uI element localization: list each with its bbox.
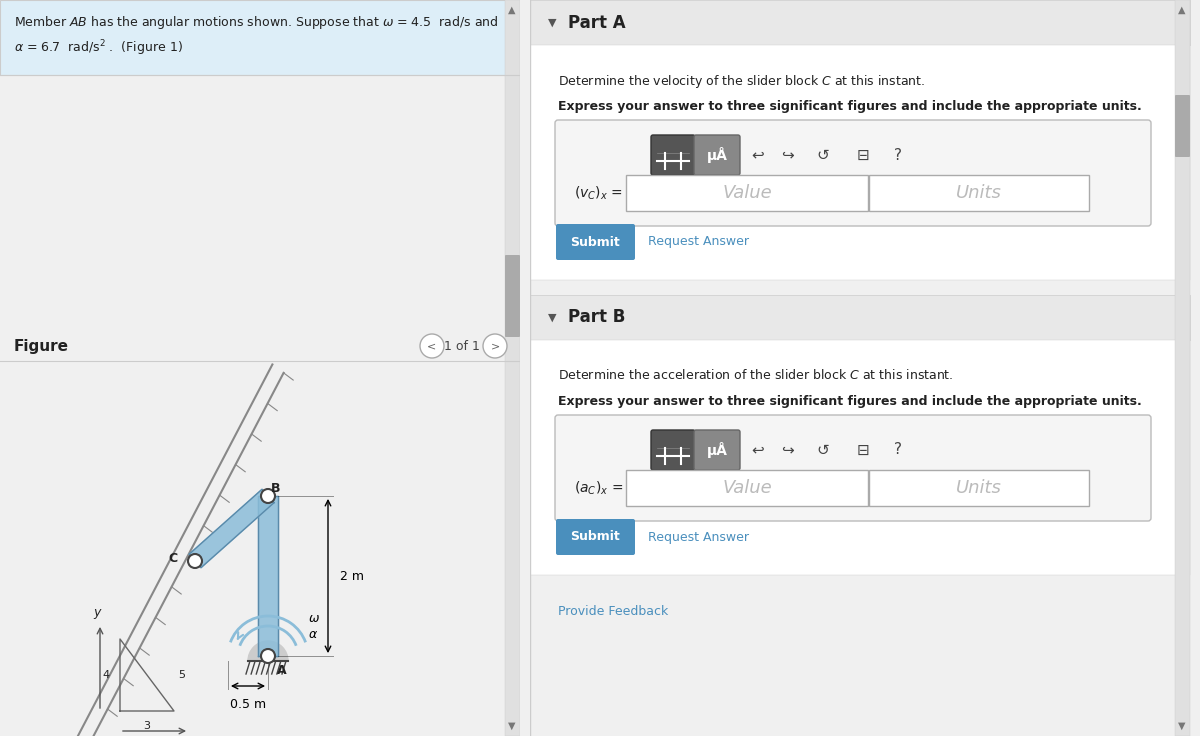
Text: B: B <box>271 481 281 495</box>
Text: 2 m: 2 m <box>340 570 364 582</box>
Text: Figure: Figure <box>14 339 70 353</box>
Text: μÅ: μÅ <box>707 442 727 458</box>
Text: Units: Units <box>956 479 1002 497</box>
Text: 3: 3 <box>144 721 150 731</box>
Text: Provide Feedback: Provide Feedback <box>558 605 668 618</box>
FancyBboxPatch shape <box>650 135 695 175</box>
Wedge shape <box>248 641 288 661</box>
Text: Request Answer: Request Answer <box>648 236 749 249</box>
Text: 1 of 1: 1 of 1 <box>444 339 480 353</box>
Text: Submit: Submit <box>570 531 620 543</box>
FancyBboxPatch shape <box>505 255 520 337</box>
Text: $y$: $y$ <box>94 607 103 621</box>
Text: Request Answer: Request Answer <box>648 531 749 543</box>
Text: ↩: ↩ <box>751 147 764 163</box>
Text: 0.5 m: 0.5 m <box>230 698 266 711</box>
FancyBboxPatch shape <box>869 470 1090 506</box>
Text: Value: Value <box>722 479 772 497</box>
Text: A: A <box>277 663 287 676</box>
Circle shape <box>262 489 275 503</box>
Text: $\alpha$ = 6.7  rad/s$^2$ .  (Figure 1): $\alpha$ = 6.7 rad/s$^2$ . (Figure 1) <box>14 38 182 57</box>
Text: ↺: ↺ <box>817 442 829 458</box>
Text: C: C <box>168 553 178 565</box>
FancyBboxPatch shape <box>1175 0 1190 736</box>
FancyBboxPatch shape <box>554 415 1151 521</box>
Circle shape <box>420 334 444 358</box>
FancyBboxPatch shape <box>0 0 520 75</box>
Text: $\omega$: $\omega$ <box>308 612 320 625</box>
Text: ↪: ↪ <box>781 442 794 458</box>
Text: Part B: Part B <box>568 308 625 327</box>
FancyBboxPatch shape <box>530 295 1190 340</box>
Text: $(v_C)_x$ =: $(v_C)_x$ = <box>574 184 623 202</box>
FancyBboxPatch shape <box>869 175 1090 211</box>
Text: ▼: ▼ <box>509 721 516 731</box>
Polygon shape <box>258 496 278 656</box>
Text: Determine the velocity of the slider block $C$ at this instant.: Determine the velocity of the slider blo… <box>558 73 925 90</box>
Text: ⊟: ⊟ <box>857 442 869 458</box>
FancyBboxPatch shape <box>556 224 635 260</box>
FancyBboxPatch shape <box>650 430 695 470</box>
Text: ▲: ▲ <box>509 5 516 15</box>
Text: ⊟: ⊟ <box>857 147 869 163</box>
Text: ▼: ▼ <box>1178 721 1186 731</box>
Text: Part A: Part A <box>568 13 625 32</box>
FancyBboxPatch shape <box>530 45 1190 280</box>
Circle shape <box>482 334 508 358</box>
Text: Submit: Submit <box>570 236 620 249</box>
FancyBboxPatch shape <box>556 519 635 555</box>
Text: $x$: $x$ <box>192 733 202 736</box>
Text: ↺: ↺ <box>817 147 829 163</box>
Text: ↩: ↩ <box>751 442 764 458</box>
FancyBboxPatch shape <box>530 0 1190 45</box>
Text: 5: 5 <box>178 670 185 680</box>
Text: ▼: ▼ <box>547 18 557 27</box>
Text: 4: 4 <box>103 670 110 680</box>
Circle shape <box>188 554 202 568</box>
Text: Units: Units <box>956 184 1002 202</box>
FancyBboxPatch shape <box>694 135 740 175</box>
FancyBboxPatch shape <box>626 470 868 506</box>
Text: Value: Value <box>722 184 772 202</box>
Text: ?: ? <box>894 442 902 458</box>
Text: $\alpha$: $\alpha$ <box>308 628 318 640</box>
Text: ↪: ↪ <box>781 147 794 163</box>
Text: >: > <box>491 341 499 351</box>
FancyBboxPatch shape <box>694 430 740 470</box>
Text: <: < <box>427 341 437 351</box>
FancyBboxPatch shape <box>530 340 1190 575</box>
Text: ▼: ▼ <box>547 313 557 322</box>
FancyBboxPatch shape <box>505 0 520 736</box>
Polygon shape <box>190 489 274 567</box>
Text: ?: ? <box>894 147 902 163</box>
Text: Express your answer to three significant figures and include the appropriate uni: Express your answer to three significant… <box>558 100 1141 113</box>
Text: μÅ: μÅ <box>707 147 727 163</box>
Text: Express your answer to three significant figures and include the appropriate uni: Express your answer to three significant… <box>558 395 1141 408</box>
FancyBboxPatch shape <box>554 120 1151 226</box>
Text: $(a_C)_x$ =: $(a_C)_x$ = <box>574 479 623 497</box>
FancyBboxPatch shape <box>1175 95 1190 157</box>
Circle shape <box>262 649 275 663</box>
Text: ▲: ▲ <box>1178 5 1186 15</box>
Text: Member $AB$ has the angular motions shown. Suppose that $\omega$ = 4.5  rad/s an: Member $AB$ has the angular motions show… <box>14 14 499 31</box>
Text: Determine the acceleration of the slider block $C$ at this instant.: Determine the acceleration of the slider… <box>558 368 954 382</box>
FancyBboxPatch shape <box>626 175 868 211</box>
